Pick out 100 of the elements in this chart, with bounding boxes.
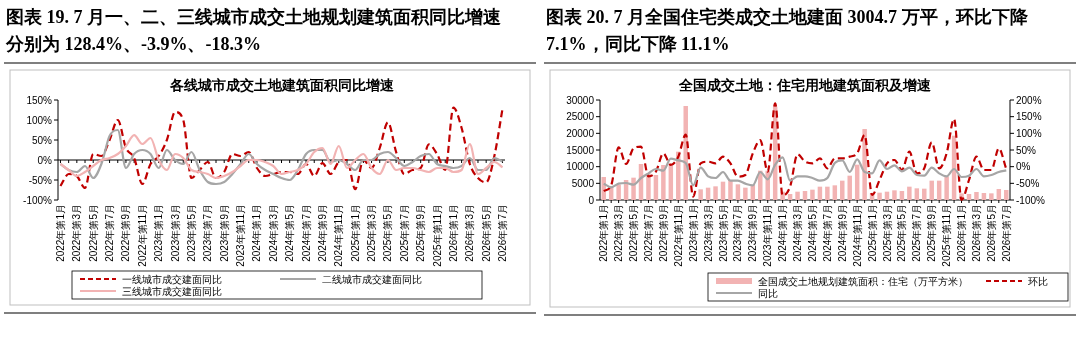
y-tick-label: -50% [28, 174, 53, 186]
x-tick-label: 2022年第9月 [120, 204, 132, 262]
bar [929, 180, 934, 200]
x-tick-label: 2023年第3月 [169, 204, 181, 262]
bar [825, 186, 830, 200]
bar [802, 191, 808, 200]
bar [899, 191, 905, 200]
bar [683, 106, 688, 200]
y2-tick-label: 0% [1016, 161, 1031, 173]
x-tick-label: 2024年第11月 [851, 204, 863, 267]
x-tick-label: 2025年第3月 [881, 204, 893, 262]
x-tick-label: 2026年第7月 [1000, 204, 1012, 262]
chart-title: 图表 19. 7 月一、二、三线城市成交土地规划建筑面积同比增速分别为 128.4%、-3.9%、-18.3% [6, 6, 502, 56]
bar [728, 180, 733, 200]
y-tick-label: 100% [26, 114, 53, 126]
y2-tick-label: -100% [1016, 194, 1046, 206]
x-tick-label: 2026年第5月 [480, 204, 492, 262]
bar [713, 186, 718, 200]
y2-tick-label: 50% [1016, 144, 1037, 156]
x-tick-label: 2022年第1月 [598, 204, 610, 262]
x-tick-label: 2025年第5月 [382, 204, 394, 262]
y2-tick-label: 150% [1016, 111, 1042, 123]
bar [944, 176, 949, 200]
x-tick-label: 2025年第1月 [866, 204, 878, 262]
bar [735, 184, 741, 200]
x-tick-label: 2025年第9月 [415, 204, 427, 262]
x-tick-label: 2025年第11月 [431, 204, 443, 267]
x-tick-label: 2022年第5月 [87, 204, 99, 262]
x-tick-label: 2026年第1月 [447, 204, 459, 262]
x-tick-label: 2022年第3月 [71, 204, 83, 262]
bar [996, 189, 1002, 200]
bar [698, 189, 703, 200]
bar [832, 185, 838, 200]
legend-label: 一线城市成交建面同比 [122, 273, 222, 285]
x-tick-label: 2024年第9月 [836, 204, 848, 262]
x-tick-label: 2022年第5月 [628, 204, 640, 262]
x-tick-label: 2023年第11月 [235, 204, 247, 267]
legend-label: 环比 [1028, 275, 1048, 287]
x-tick-label: 2023年第11月 [762, 204, 774, 267]
x-tick-label: 2026年第3月 [464, 204, 476, 262]
bar [847, 175, 852, 200]
x-tick-label: 2022年第11月 [136, 204, 148, 267]
y-tick-label: 50% [31, 134, 53, 146]
x-tick-label: 2023年第7月 [202, 204, 214, 262]
x-tick-label: 2025年第5月 [896, 204, 908, 262]
x-tick-label: 2022年第7月 [642, 204, 654, 262]
y-tick-label: -100% [23, 194, 53, 206]
x-tick-label: 2024年第7月 [821, 204, 833, 262]
bar [981, 193, 987, 200]
bar [616, 184, 621, 200]
legend-label: 三线城市成交建面同比 [122, 285, 222, 297]
y-tick-label: 20000 [566, 127, 595, 139]
bar [914, 188, 920, 200]
legend-label: 全国成交土地规划建筑面积：住宅（万平方米） [758, 275, 968, 287]
x-tick-label: 2023年第9月 [747, 204, 759, 262]
x-tick-label: 2022年第3月 [613, 204, 625, 262]
chart-subtitle: 各线城市成交土地建筑面积同比增速 [168, 77, 395, 93]
x-tick-label: 2025年第7月 [398, 204, 410, 262]
x-tick-label: 2024年第5月 [806, 204, 818, 262]
x-tick-label: 2022年第1月 [54, 204, 66, 262]
x-tick-label: 2026年第5月 [985, 204, 997, 262]
x-tick-label: 2024年第3月 [792, 204, 804, 262]
y2-tick-label: -50% [1016, 177, 1040, 189]
bar [892, 190, 897, 200]
bar [989, 193, 994, 200]
y-tick-label: 15000 [566, 144, 595, 156]
line-series [602, 156, 1008, 189]
legend-label: 二线城市成交建面同比 [322, 273, 422, 285]
bar [661, 165, 666, 200]
x-tick-label: 2025年第7月 [911, 204, 923, 262]
bar [1004, 189, 1009, 200]
x-tick-label: 2023年第7月 [732, 204, 744, 262]
bar [877, 192, 882, 200]
x-tick-label: 2022年第11月 [672, 204, 684, 267]
x-tick-label: 2022年第9月 [657, 204, 669, 262]
y-tick-label: 25000 [566, 111, 595, 123]
x-tick-label: 2024年第1月 [777, 204, 789, 262]
x-tick-label: 2026年第3月 [970, 204, 982, 262]
x-tick-label: 2023年第5月 [185, 204, 197, 262]
y-tick-label: 10000 [566, 161, 595, 173]
bar [922, 188, 927, 200]
x-tick-label: 2023年第3月 [702, 204, 714, 262]
x-tick-label: 2022年第7月 [104, 204, 116, 262]
bar [795, 191, 800, 200]
y-tick-label: 30000 [566, 94, 595, 106]
x-tick-label: 2024年第3月 [267, 204, 279, 262]
x-tick-label: 2025年第1月 [349, 204, 361, 262]
x-tick-label: 2024年第9月 [316, 204, 328, 262]
bar [810, 189, 815, 200]
legend-label: 同比 [758, 287, 778, 299]
x-tick-label: 2023年第1月 [687, 204, 699, 262]
x-tick-label: 2025年第11月 [941, 204, 953, 267]
y-tick-label: 0 [588, 194, 595, 206]
y-tick-label: 0% [37, 154, 53, 166]
x-tick-label: 2024年第1月 [251, 204, 263, 262]
bar [743, 187, 748, 200]
bar [974, 192, 979, 200]
x-tick-label: 2026年第7月 [497, 204, 509, 262]
x-tick-label: 2023年第5月 [717, 204, 729, 262]
chart-title: 图表 20. 7 月全国住宅类成交土地建面 3004.7 万平，环比下降 7.1%，同比下降 11.1% [546, 6, 1029, 56]
